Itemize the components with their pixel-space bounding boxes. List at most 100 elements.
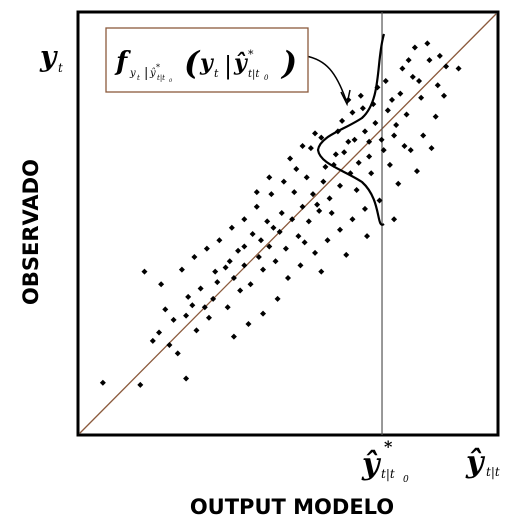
data-point (156, 329, 163, 336)
data-point (359, 105, 366, 112)
data-point (349, 109, 356, 116)
data-point (235, 247, 242, 254)
data-point (197, 285, 204, 292)
data-point (357, 92, 364, 99)
data-point (411, 44, 418, 51)
data-point (434, 82, 441, 89)
data-point (249, 230, 256, 237)
formula-arg-t: t (214, 67, 219, 80)
data-point (158, 281, 165, 288)
data-point (378, 136, 385, 143)
data-point (272, 258, 279, 265)
formula-rparen: ) (280, 44, 297, 82)
data-point (380, 147, 387, 154)
formula-lparen: ( (184, 44, 201, 82)
data-point (316, 207, 323, 214)
formula-arg-bar: | (224, 52, 232, 81)
data-point (320, 178, 327, 185)
data-point (314, 201, 321, 208)
data-point (297, 262, 304, 269)
data-point (309, 191, 316, 198)
data-point (409, 73, 416, 80)
data-point (203, 245, 210, 252)
data-point (312, 249, 319, 256)
data-point (328, 210, 335, 217)
data-point (189, 302, 196, 309)
data-point (301, 239, 308, 246)
data-point (420, 132, 427, 139)
data-point (193, 327, 200, 334)
data-point (162, 306, 169, 313)
data-point (149, 337, 156, 344)
data-point (355, 159, 362, 166)
data-point (366, 138, 373, 145)
data-point (280, 178, 287, 185)
data-point (253, 203, 260, 210)
data-point (397, 90, 404, 97)
data-point (432, 113, 439, 120)
data-point (416, 78, 423, 85)
data-point (214, 279, 221, 286)
data-point (326, 195, 333, 202)
data-point (299, 142, 306, 149)
data-point (349, 216, 356, 223)
data-point (337, 182, 343, 189)
x-marker-forecast-sub0: 0 (403, 475, 409, 485)
data-point (391, 132, 398, 139)
data-point (318, 268, 325, 275)
data-point (226, 258, 233, 265)
y-axis-marker: y t (39, 40, 63, 75)
data-point (389, 96, 395, 103)
data-point (401, 142, 408, 149)
data-point (241, 262, 248, 269)
data-point (337, 226, 343, 233)
data-point (201, 304, 208, 311)
data-point (393, 122, 400, 129)
data-point (247, 281, 254, 288)
data-point (386, 161, 393, 168)
data-point (266, 174, 273, 181)
formula-f: f (114, 47, 131, 77)
data-point (260, 266, 267, 273)
data-point (183, 375, 190, 382)
formula-box (105, 27, 309, 93)
data-point (170, 316, 177, 323)
x-marker-forecast-symbol: ŷ (361, 447, 382, 482)
formula-sub-bar: | (144, 66, 148, 81)
formula-sub-zero: 0 (169, 78, 173, 84)
arrowhead-icon (340, 89, 351, 107)
formula-sub-idx: t|t (157, 74, 165, 82)
data-point (353, 186, 360, 193)
data-point (178, 266, 185, 273)
data-point (99, 379, 106, 386)
data-point (403, 111, 410, 118)
data-point (285, 274, 291, 281)
data-point (274, 295, 281, 302)
data-point (332, 151, 339, 158)
data-point (426, 57, 433, 64)
data-point (455, 65, 462, 72)
data-point (166, 342, 173, 349)
plot-frame (76, 10, 500, 437)
data-point (322, 163, 329, 170)
formula-sub-y: y (129, 68, 136, 79)
data-point (441, 92, 447, 99)
data-point (266, 243, 273, 250)
data-point (241, 243, 248, 250)
data-point (230, 274, 237, 281)
data-point (399, 65, 406, 72)
data-point (343, 251, 350, 258)
data-point (278, 210, 285, 217)
formula-arg-yhat: ŷ (233, 50, 249, 76)
data-point (282, 245, 289, 252)
y-axis-title: OBSERVADO (19, 159, 43, 305)
data-point (191, 254, 198, 261)
data-point (141, 268, 148, 275)
formula: f y t | ŷ * t|t 0 ( y t | ŷ * t|t 0 ) (114, 44, 297, 84)
x-axis-title: OUTPUT MODELO (190, 495, 394, 519)
data-point (268, 191, 275, 198)
density-curve (316, 33, 386, 226)
data-point (183, 312, 190, 319)
x-marker-actual-symbol: ŷ (465, 445, 486, 480)
